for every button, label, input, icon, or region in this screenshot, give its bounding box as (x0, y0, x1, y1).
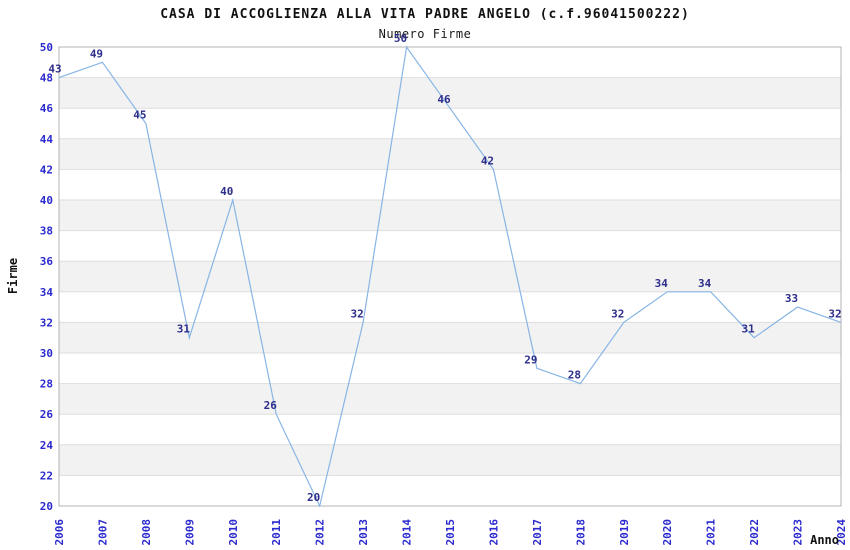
point-label: 32 (611, 307, 624, 320)
plot-band (59, 353, 841, 384)
y-tick-label: 38 (40, 225, 53, 238)
y-tick-label: 44 (40, 133, 54, 146)
point-label: 32 (828, 307, 841, 320)
point-label: 31 (177, 323, 191, 336)
x-tick-label: 2009 (183, 519, 196, 546)
x-axis-title: Anno (810, 533, 839, 547)
x-tick-label: 2013 (357, 519, 370, 546)
point-label: 34 (698, 277, 712, 290)
x-tick-label: 2022 (748, 519, 761, 546)
plot-band (59, 414, 841, 445)
plot-band (59, 383, 841, 415)
plot-band (59, 230, 841, 262)
x-tick-label: 2021 (705, 519, 718, 546)
x-tick-label: 2011 (270, 519, 283, 546)
point-label: 26 (264, 399, 278, 412)
y-tick-label: 32 (40, 316, 53, 329)
point-label: 20 (307, 491, 320, 504)
chart-line (58, 45, 842, 508)
y-tick-label: 36 (40, 255, 54, 268)
x-tick-label: 2015 (444, 519, 457, 546)
plot-band (59, 200, 841, 231)
point-label: 50 (394, 32, 407, 45)
point-label: 32 (350, 307, 363, 320)
point-label: 31 (741, 323, 755, 336)
y-tick-label: 48 (40, 72, 53, 85)
point-label: 40 (220, 185, 233, 198)
point-label: 29 (524, 353, 537, 366)
y-axis-title: Firme (6, 257, 20, 295)
y-tick-label: 22 (40, 469, 53, 482)
plot-frame (58, 46, 842, 507)
plot-band (59, 138, 841, 170)
plot-band (59, 291, 841, 323)
y-tick-label: 28 (40, 378, 53, 391)
plot-band (59, 47, 841, 78)
plot-band (59, 475, 841, 506)
x-tick-label: 2006 (53, 519, 66, 546)
y-tick-label: 40 (40, 194, 53, 207)
x-tick-label: 2014 (401, 519, 414, 546)
point-label: 34 (655, 277, 669, 290)
x-tick-label: 2007 (96, 519, 109, 546)
point-label: 45 (133, 109, 146, 122)
x-tick-label: 2008 (140, 519, 153, 546)
x-tick-label: 2023 (792, 519, 805, 546)
point-label: 28 (568, 369, 581, 382)
plot-band (59, 77, 841, 109)
x-tick-label: 2020 (661, 519, 674, 546)
x-tick-label: 2018 (574, 519, 587, 546)
plot-band (59, 444, 841, 476)
x-tick-label: 2024 (835, 519, 848, 546)
plot-band (59, 261, 841, 292)
x-tick-label: 2016 (487, 519, 500, 546)
x-tick-label: 2017 (531, 519, 544, 546)
y-tick-label: 20 (40, 500, 53, 513)
point-label: 43 (48, 63, 61, 76)
point-label: 42 (481, 154, 494, 167)
x-tick-label: 2012 (314, 519, 327, 546)
y-tick-label: 30 (40, 347, 53, 360)
chart-subtitle: Numero Firme (378, 27, 472, 41)
y-tick-label: 24 (40, 439, 54, 452)
plot-band (59, 108, 841, 139)
y-tick-label: 46 (40, 102, 54, 115)
x-tick-label: 2010 (227, 519, 240, 546)
y-tick-label: 42 (40, 163, 53, 176)
y-tick-label: 26 (40, 408, 54, 421)
plot-band (59, 169, 841, 200)
chart-title: CASA DI ACCOGLIENZA ALLA VITA PADRE ANGE… (160, 7, 690, 22)
x-tick-label: 2019 (618, 519, 631, 546)
point-label: 49 (90, 47, 103, 60)
point-label: 33 (785, 292, 798, 305)
point-label: 46 (437, 93, 451, 106)
y-tick-label: 50 (40, 41, 53, 54)
y-tick-label: 34 (40, 286, 54, 299)
